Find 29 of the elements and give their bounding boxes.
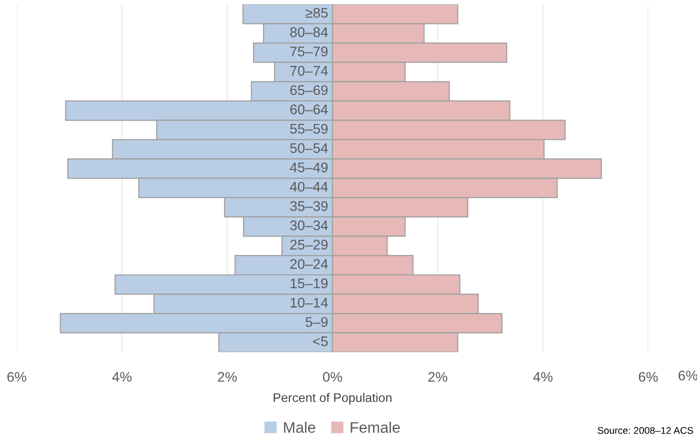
y-tick-label: 55–59 [290, 124, 328, 134]
legend-label: Female [350, 422, 400, 433]
y-tick-label: 5–9 [306, 317, 328, 327]
y-tick-label: 80–84 [290, 27, 328, 38]
y-tick-label: 70–74 [290, 66, 328, 76]
x-tick-label: 2% [428, 372, 448, 382]
y-tick-label: 20–24 [290, 259, 328, 269]
y-tick-label: 15–19 [290, 278, 328, 288]
y-tick-label: 10–14 [290, 298, 328, 308]
y-tick-label: 50–54 [290, 143, 328, 154]
x-axis-title: Percent of Population [274, 392, 392, 405]
y-tick-label: 35–39 [290, 201, 328, 211]
x-tick-label: 0% [322, 372, 342, 382]
y-tick-label: <5 [313, 336, 328, 346]
y-tick-label: ≥85 [306, 8, 328, 18]
x-tick-label: 4% [112, 372, 132, 382]
y-tick-label: 40–44 [290, 182, 328, 192]
x-tick-label: 2% [218, 372, 237, 382]
y-tick-label: 25–29 [290, 240, 328, 250]
x-tick-label: 4% [533, 372, 553, 382]
y-tick-label: 60–64 [290, 104, 328, 114]
y-tick-label: 30–34 [290, 220, 328, 230]
y-tick-label: 45–49 [290, 162, 328, 172]
y-tick-label: 65–69 [290, 85, 328, 96]
y-tick-label: 75–79 [290, 46, 328, 56]
source-note: Source: 2008–12 ACS [598, 427, 694, 434]
x-tick-label: 6% [7, 372, 26, 382]
x-tick-label: 6% [638, 372, 658, 382]
legend-label: Male [284, 422, 316, 433]
